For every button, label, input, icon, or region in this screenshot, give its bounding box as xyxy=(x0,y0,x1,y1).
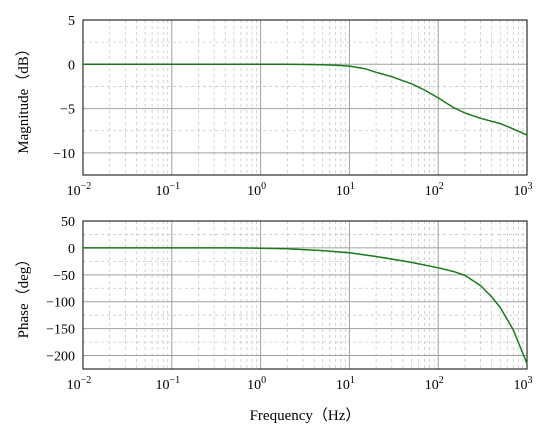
x-tick-label: 100 xyxy=(247,181,266,199)
y-tick-label: −100 xyxy=(46,296,75,311)
magnitude-plot: 5 0 −5 −10 10−2 10−1 100 101 102 103 Magnitude（dB） xyxy=(15,14,533,199)
y-axis-title: Phase（deg） xyxy=(15,252,32,339)
x-tick-label: 102 xyxy=(425,181,444,199)
plot-frame xyxy=(82,220,528,370)
y-tick-label: −50 xyxy=(53,269,75,284)
y-tick-label: −200 xyxy=(46,350,75,365)
x-tick-label: 10−1 xyxy=(155,375,180,393)
series-line xyxy=(83,63,528,136)
y-tick-label: 0 xyxy=(68,58,75,73)
x-tick-label: 10−2 xyxy=(67,375,92,393)
y-axis-title: Magnitude（dB） xyxy=(15,41,32,154)
y-tick-label: −10 xyxy=(53,147,75,162)
x-tick-label: 103 xyxy=(514,375,533,393)
series-line xyxy=(83,247,528,364)
x-tick-label: 10−2 xyxy=(67,181,92,199)
y-tick-label: −150 xyxy=(46,323,75,338)
phase-plot: 50 0 −50 −100 −150 −200 10−2 10−1 100 101 102 103 Ph… xyxy=(15,215,533,424)
y-tick-label: 5 xyxy=(68,14,75,29)
x-tick-label: 102 xyxy=(425,375,444,393)
y-tick-label: 50 xyxy=(61,215,75,230)
y-tick-label: 0 xyxy=(68,242,75,257)
y-tick-label: −5 xyxy=(60,103,75,118)
x-tick-label: 101 xyxy=(336,181,355,199)
x-tick-label: 10−1 xyxy=(155,181,180,199)
plot-frame xyxy=(82,19,528,176)
x-axis-title: Frequency（Hz） xyxy=(250,407,361,424)
x-tick-label: 100 xyxy=(247,375,266,393)
x-tick-label: 103 xyxy=(514,181,533,199)
x-tick-label: 101 xyxy=(336,375,355,393)
